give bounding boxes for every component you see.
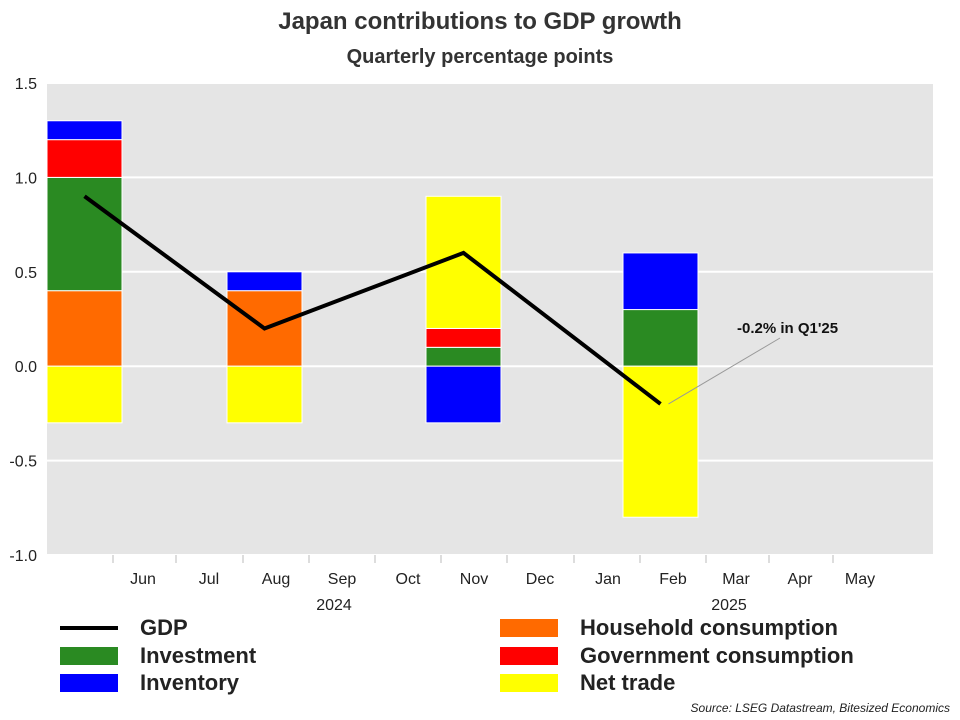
x-month-label: Sep	[328, 571, 357, 588]
legend-label-gdp: GDP	[140, 615, 188, 640]
bar-segment-inventory	[46, 120, 123, 141]
bar-segment-inventory	[226, 271, 303, 292]
x-year-label: 2025	[711, 597, 747, 614]
x-month-label: Apr	[788, 571, 814, 588]
bar-segment-net-trade	[622, 365, 699, 518]
legend-item-net-trade: Net trade	[500, 670, 675, 696]
bar-segment-net-trade	[226, 365, 303, 424]
bar-segment-inventory	[425, 365, 502, 424]
chart-title: Japan contributions to GDP growth	[278, 8, 682, 35]
x-month-label: Jan	[595, 571, 621, 588]
x-month-label: Dec	[526, 571, 554, 588]
bar-segment-government-consumption	[46, 139, 123, 178]
legend-swatch-government	[500, 647, 558, 665]
x-month-label: Jul	[199, 571, 219, 588]
legend-item-inventory: Inventory	[60, 670, 239, 696]
annotation-label: -0.2% in Q1'25	[737, 320, 838, 337]
x-month-label: Feb	[659, 571, 687, 588]
legend-swatch-net-trade	[500, 674, 558, 692]
bar-segment-household-consumption	[46, 290, 123, 367]
legend-label-net-trade: Net trade	[580, 670, 676, 695]
x-month-label: May	[845, 571, 875, 588]
y-tick-label: 0.5	[15, 265, 37, 282]
bar-segment-government-consumption	[425, 327, 502, 348]
bar-segment-inventory	[622, 252, 699, 311]
y-tick-label: 0.0	[15, 359, 37, 376]
source-note: Source: LSEG Datastream, Bitesized Econo…	[690, 701, 950, 715]
bar-segment-investment	[425, 346, 502, 367]
x-year-label: 2024	[316, 597, 352, 614]
chart-subtitle: Quarterly percentage points	[346, 46, 614, 68]
legend-item-gdp: GDP	[60, 615, 188, 641]
x-month-label: Oct	[396, 571, 421, 588]
bar-segment-investment	[622, 309, 699, 367]
legend: GDP Investment Inventory Household consu…	[60, 615, 920, 705]
y-tick-label: -0.5	[9, 454, 37, 471]
legend-label-government: Government consumption	[580, 643, 854, 668]
x-month-label: Aug	[262, 571, 290, 588]
y-tick-label: 1.0	[15, 170, 37, 187]
legend-label-investment: Investment	[140, 643, 257, 668]
legend-item-investment: Investment	[60, 643, 256, 669]
legend-swatch-investment	[60, 647, 118, 665]
annotation-leader	[668, 337, 781, 405]
y-tick-label: -1.0	[9, 548, 37, 565]
legend-item-household: Household consumption	[500, 615, 838, 641]
bar-segment-net-trade	[46, 365, 123, 424]
legend-swatch-household	[500, 619, 558, 637]
y-tick-label: 1.5	[15, 76, 37, 93]
x-month-label: Jun	[130, 571, 156, 588]
x-month-label: Nov	[460, 571, 488, 588]
x-month-label: Mar	[722, 571, 750, 588]
bar-segment-investment	[46, 176, 123, 292]
legend-label-inventory: Inventory	[140, 670, 240, 695]
legend-swatch-inventory	[60, 674, 118, 692]
gdp-line	[83, 194, 662, 406]
legend-swatch-gdp	[60, 626, 118, 630]
legend-item-government: Government consumption	[500, 643, 854, 669]
legend-label-household: Household consumption	[580, 615, 838, 640]
